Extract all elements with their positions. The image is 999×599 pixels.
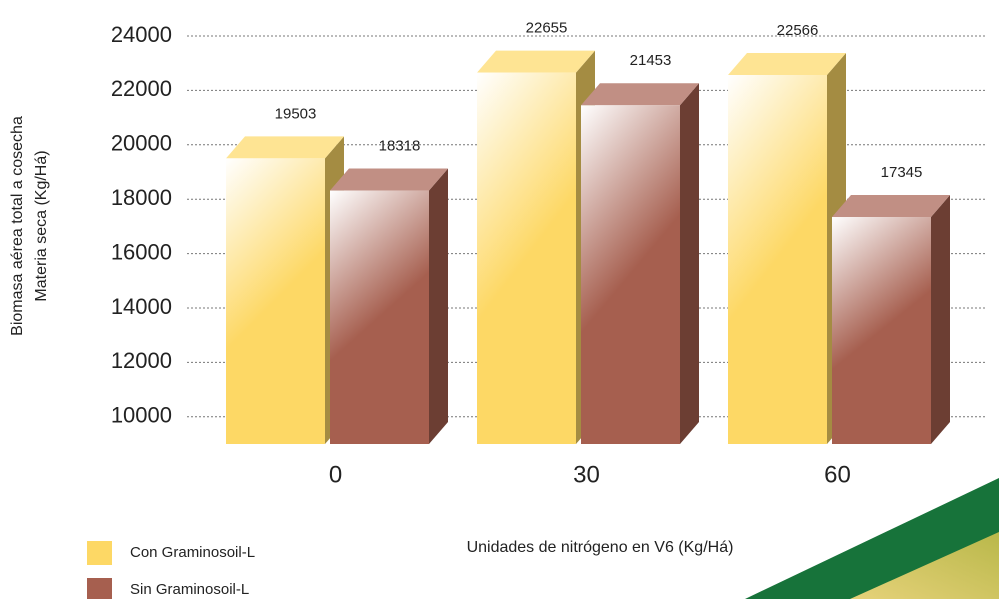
x-tick-label: 60: [824, 461, 851, 488]
y-tick-label: 14000: [111, 294, 172, 319]
y-tick-label: 22000: [111, 76, 172, 101]
bar: [832, 217, 931, 444]
bar-top: [832, 195, 950, 218]
data-label: 22566: [777, 22, 819, 39]
bar: [330, 190, 429, 444]
data-label: 17345: [881, 164, 923, 181]
bar: [226, 158, 325, 444]
y-tick-label: 20000: [111, 131, 172, 156]
x-tick-label: 30: [573, 461, 600, 488]
bar-top: [226, 136, 344, 159]
y-tick-label: 18000: [111, 185, 172, 210]
y-axis-label: Biomasa aérea total a cosecha Materia se…: [9, 116, 50, 336]
bar-side: [429, 168, 448, 444]
data-label: 18318: [379, 138, 421, 155]
y-axis-label-line: Biomasa aérea total a cosecha: [9, 116, 26, 336]
bar-top: [728, 53, 846, 76]
bar-top: [477, 50, 595, 73]
y-tick-label: 16000: [111, 239, 172, 264]
bar-top: [581, 83, 699, 106]
bar: [581, 105, 680, 445]
bar: [477, 72, 576, 445]
legend-label: Con Graminosoil-L: [130, 544, 255, 561]
x-tick-label: 0: [329, 461, 342, 488]
bar-side: [680, 83, 699, 445]
data-label: 21453: [630, 52, 672, 69]
legend-label: Sin Graminosoil-L: [130, 581, 249, 598]
data-label: 19503: [275, 105, 317, 122]
legend-swatch: [87, 578, 112, 599]
bar: [728, 75, 827, 445]
y-axis-label-line: Materia seca (Kg/Há): [33, 150, 50, 301]
y-tick-label: 24000: [111, 22, 172, 47]
bar-top: [330, 168, 448, 191]
y-tick-label: 12000: [111, 348, 172, 373]
x-axis-label: Unidades de nitrógeno en V6 (Kg/Há): [467, 539, 734, 556]
legend-swatch: [87, 541, 112, 565]
decoration: [850, 532, 999, 599]
bar-side: [931, 195, 950, 444]
data-label: 22655: [526, 20, 568, 37]
y-tick-label: 10000: [111, 403, 172, 428]
